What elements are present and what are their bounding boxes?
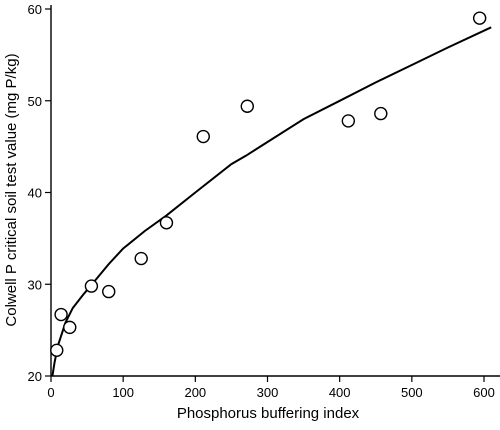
data-point: [63, 320, 77, 335]
axes: [50, 5, 500, 377]
data-point: [374, 106, 388, 121]
data-point: [54, 307, 68, 322]
y-tick-label: 60: [28, 2, 42, 17]
x-tick-label: 0: [47, 385, 54, 400]
y-tick-label: 50: [28, 94, 42, 109]
data-point: [472, 11, 487, 25]
x-tick-label: 200: [184, 385, 206, 400]
y-ticks: 20 30 40 50 60: [28, 2, 51, 384]
y-tick-label: 20: [28, 369, 42, 384]
data-point: [84, 279, 99, 293]
data-point: [50, 343, 64, 358]
x-tick-label: 600: [473, 385, 495, 400]
data-point: [134, 251, 148, 266]
data-points: [50, 11, 487, 358]
data-point: [341, 114, 356, 128]
data-point: [159, 216, 174, 230]
x-tick-label: 300: [257, 385, 279, 400]
y-axis-label: Colwell P critical soil test value (mg P…: [3, 53, 20, 326]
data-point: [240, 99, 254, 113]
y-tick-label: 40: [28, 186, 42, 201]
x-ticks: 0 100 200 300 400 500 600: [47, 376, 495, 400]
x-tick-label: 500: [401, 385, 423, 400]
y-tick-label: 30: [28, 277, 42, 292]
x-axis-label: Phosphorus buffering index: [177, 405, 360, 422]
data-point: [196, 129, 210, 144]
x-tick-label: 400: [329, 385, 351, 400]
fitted-curve: [51, 26, 492, 377]
x-tick-label: 100: [112, 385, 134, 400]
data-point: [102, 284, 116, 299]
